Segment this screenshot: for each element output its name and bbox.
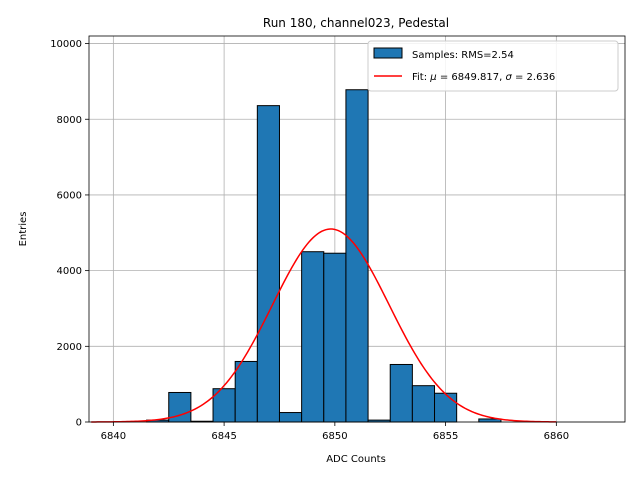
y-tick-label: 0 — [76, 418, 82, 429]
legend: Samples: RMS=2.54 Fit: μ = 6849.817, σ =… — [367, 40, 619, 92]
histogram-bar — [389, 363, 413, 423]
plot-frame — [88, 35, 626, 423]
y-tick-label: 4000 — [57, 266, 82, 277]
histogram-bar — [345, 89, 369, 423]
y-tick-label: 10000 — [50, 39, 82, 50]
x-tick-label: 6850 — [322, 431, 347, 442]
y-axis-label: Entries — [18, 212, 29, 247]
histogram-bar — [411, 385, 436, 423]
chart-title: Run 180, channel023, Pedestal — [263, 16, 449, 30]
y-axis-ticks: 0 2000 4000 6000 8000 10000 — [50, 39, 89, 429]
x-axis-label: ADC Counts — [326, 454, 386, 465]
fit-curve — [91, 228, 557, 423]
histogram-bar — [256, 105, 280, 423]
x-tick-label: 6855 — [433, 431, 458, 442]
x-tick-label: 6840 — [101, 431, 126, 442]
legend-patch-samples — [373, 47, 403, 59]
x-axis-ticks: 6840 6845 6850 6855 6860 — [101, 422, 569, 442]
x-tick-label: 6845 — [211, 431, 236, 442]
x-tick-label: 6860 — [544, 431, 569, 442]
legend-label-samples: Samples: RMS=2.54 — [412, 50, 514, 61]
legend-label-fit: Fit: μ = 6849.817, σ = 2.636 — [412, 72, 555, 83]
histogram-bar — [301, 251, 325, 423]
histogram-bars — [146, 89, 502, 423]
y-tick-label: 2000 — [57, 342, 82, 353]
histogram-bar — [278, 412, 303, 423]
legend-box — [367, 40, 619, 92]
y-tick-label: 8000 — [57, 115, 82, 126]
histogram-bar — [234, 360, 258, 423]
y-tick-label: 6000 — [57, 190, 82, 201]
histogram-bar — [434, 392, 458, 423]
histogram-bar — [323, 252, 347, 423]
